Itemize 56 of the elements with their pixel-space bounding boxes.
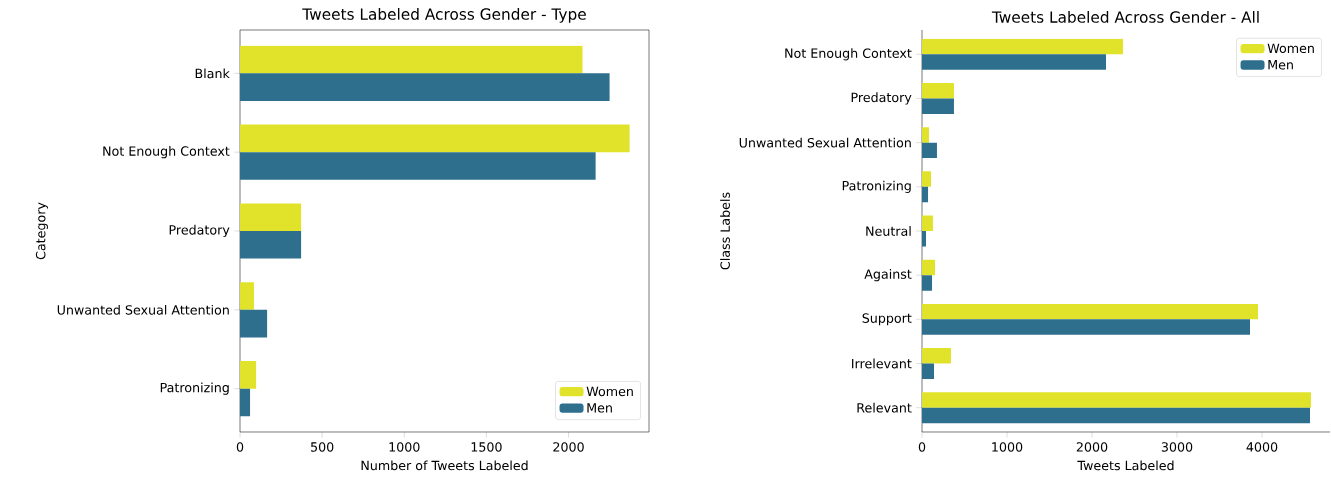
- legend-label: Men: [1268, 60, 1293, 70]
- legend-label: Women: [1267, 43, 1314, 54]
- bar: [922, 275, 933, 291]
- y-tick-label: Blank: [195, 68, 230, 79]
- y-tick-label: Patronizing: [160, 382, 229, 395]
- bar: [240, 203, 302, 231]
- legend-label: Men: [587, 403, 612, 413]
- x-axis-title: Tweets Labeled: [1077, 460, 1174, 471]
- bar: [922, 319, 1251, 335]
- bar: [922, 392, 1311, 408]
- bar: [922, 54, 1107, 70]
- chart-title: Tweets Labeled Across Gender - Type: [302, 8, 586, 23]
- x-tick-label: 500: [311, 442, 334, 452]
- y-tick-label: Irrelevant: [852, 358, 912, 369]
- y-tick-label: Unwanted Sexual Attention: [739, 137, 911, 148]
- bar: [240, 124, 630, 153]
- bar: [922, 407, 1311, 424]
- bar: [240, 152, 596, 180]
- x-tick-label: 1000: [389, 442, 420, 452]
- bar: [922, 303, 1259, 320]
- bar: [922, 38, 1124, 55]
- y-tick-label: Predatory: [169, 224, 230, 238]
- y-axis-title: Category: [35, 202, 48, 260]
- x-tick-label: 0: [918, 442, 926, 452]
- bar: [240, 309, 268, 338]
- x-tick-label: 1500: [471, 442, 502, 452]
- bar: [922, 171, 932, 187]
- bar: [922, 142, 937, 159]
- y-tick-label: Not Enough Context: [103, 146, 230, 159]
- bar: [922, 259, 936, 276]
- y-axis-title: Class Labels: [720, 192, 730, 270]
- y-tick-label: Patronizing: [842, 180, 911, 193]
- x-tick-label: 0: [236, 442, 244, 452]
- y-tick-label: Relevant: [857, 402, 912, 413]
- x-tick-label: 1000: [992, 442, 1023, 452]
- y-tick-label: Not Enough Context: [785, 48, 912, 61]
- bar: [240, 361, 257, 389]
- x-tick-label: 2000: [1076, 442, 1108, 452]
- y-tick-label: Unwanted Sexual Attention: [57, 304, 229, 315]
- x-tick-label: 3000: [1161, 442, 1193, 452]
- bar: [240, 230, 302, 259]
- bar: [240, 45, 583, 74]
- y-tick-label: Against: [864, 269, 912, 282]
- bar: [922, 98, 954, 114]
- y-tick-label: Neutral: [866, 226, 911, 236]
- bar: [922, 348, 951, 364]
- x-tick-label: 2000: [553, 442, 584, 452]
- x-tick-label: 4000: [1246, 442, 1278, 452]
- x-axis-title: Number of Tweets Labeled: [361, 460, 528, 471]
- bar: [240, 282, 254, 310]
- y-tick-label: Predatory: [851, 92, 912, 105]
- bar: [240, 73, 610, 101]
- y-tick-label: Support: [862, 313, 912, 326]
- bar: [922, 83, 954, 99]
- chart-title: Tweets Labeled Across Gender - All: [991, 10, 1259, 23]
- legend-label: Women: [586, 386, 633, 397]
